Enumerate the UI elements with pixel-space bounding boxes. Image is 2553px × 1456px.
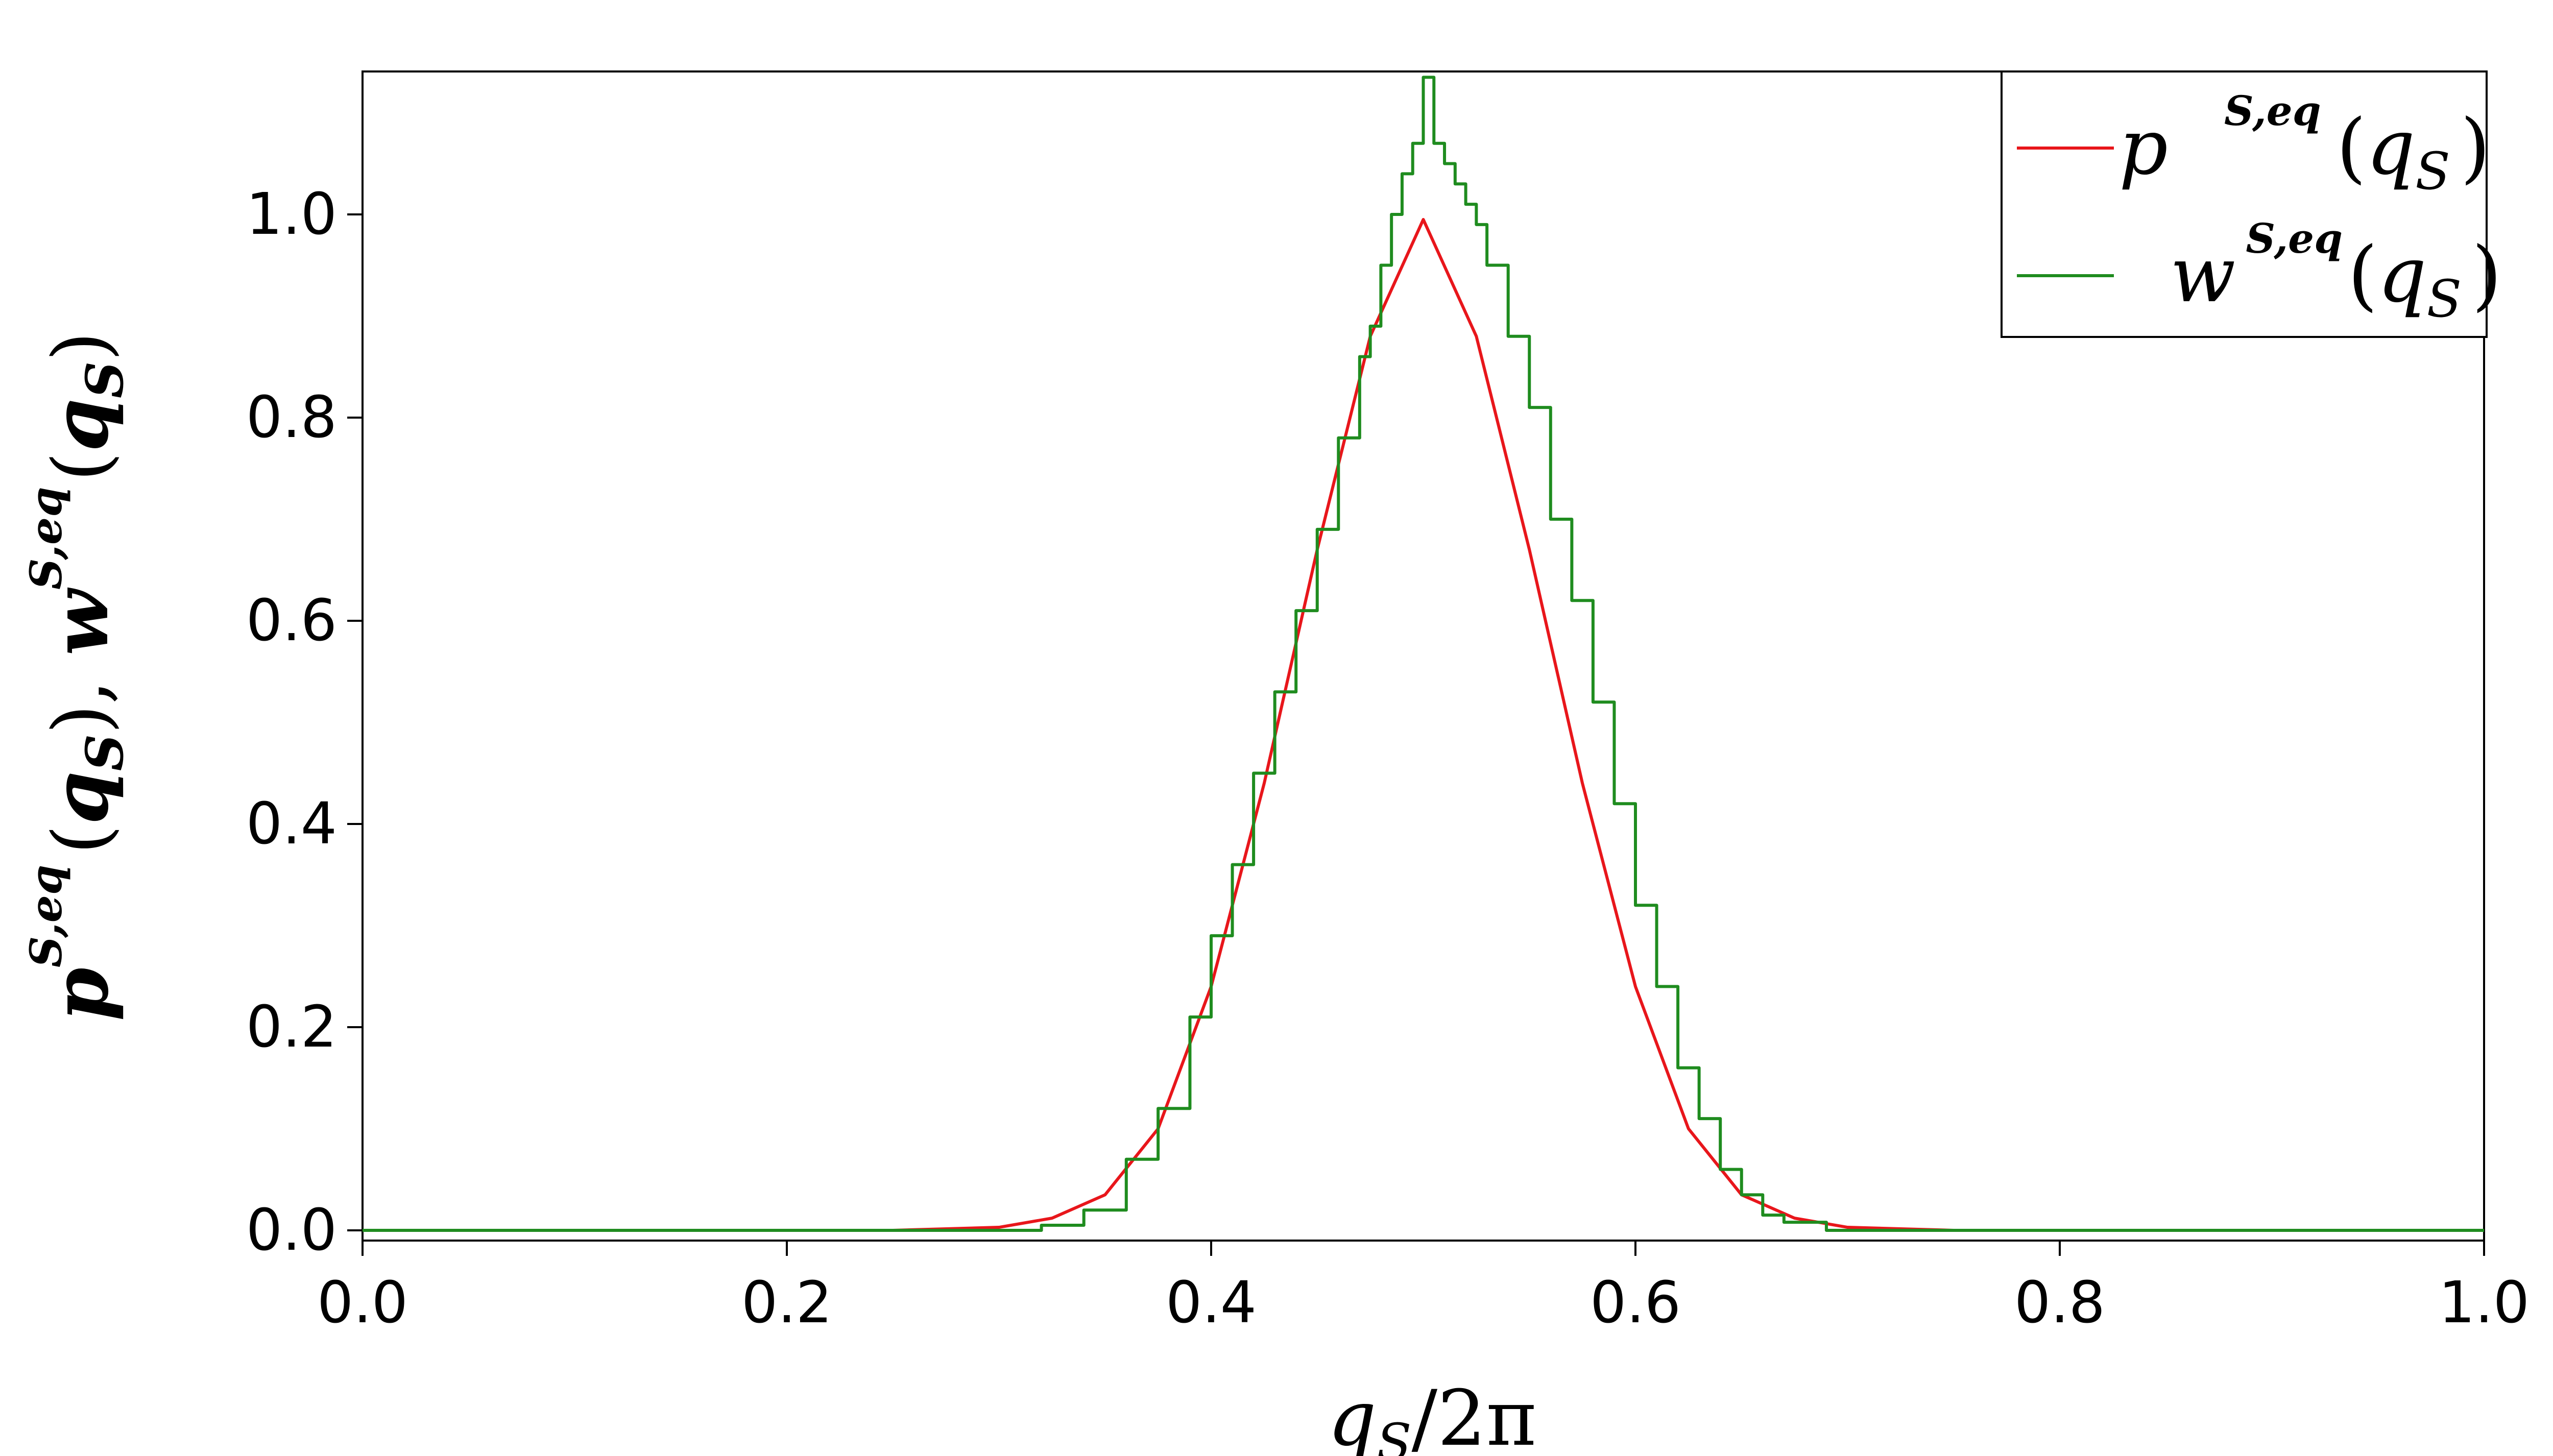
x-tick-label-5: 1.0 (2439, 1270, 2530, 1336)
y-tick-label-0: 0.0 (246, 1197, 337, 1264)
y-tick-label-5: 1.0 (246, 181, 337, 248)
series-layer (363, 76, 2484, 1232)
series-line-p (363, 217, 2484, 1232)
y-axis-label: pS,eq(qS), wS,eq(qS) (21, 331, 135, 1021)
series-line-w (363, 76, 2484, 1232)
legend-box (2001, 70, 2488, 338)
x-axis-label: qS/2π (1328, 1374, 1536, 1456)
y-tick-label-1: 0.2 (246, 994, 337, 1060)
x-tick-label-3: 0.6 (1590, 1270, 1681, 1336)
y-axis: 0.0 0.2 0.4 0.6 0.8 1.0 (246, 181, 363, 1264)
x-axis: 0.0 0.2 0.4 0.6 0.8 1.0 (317, 1241, 2530, 1336)
legend: p S,eq (qS) w S,eq(qS) (2001, 70, 2502, 338)
legend-label-w: w S,eq(qS) (2170, 214, 2502, 329)
y-tick-label-2: 0.4 (246, 791, 337, 857)
x-tick-label-2: 0.4 (1166, 1270, 1257, 1336)
x-tick-label-1: 0.2 (741, 1270, 832, 1336)
y-tick-label-3: 0.6 (246, 588, 337, 654)
legend-label-p: p S,eq (qS) (2119, 87, 2490, 201)
x-tick-label-0: 0.0 (317, 1270, 408, 1336)
x-tick-label-4: 0.8 (2014, 1270, 2105, 1336)
y-tick-label-4: 0.8 (246, 384, 337, 451)
plot-frame (362, 70, 2485, 1242)
